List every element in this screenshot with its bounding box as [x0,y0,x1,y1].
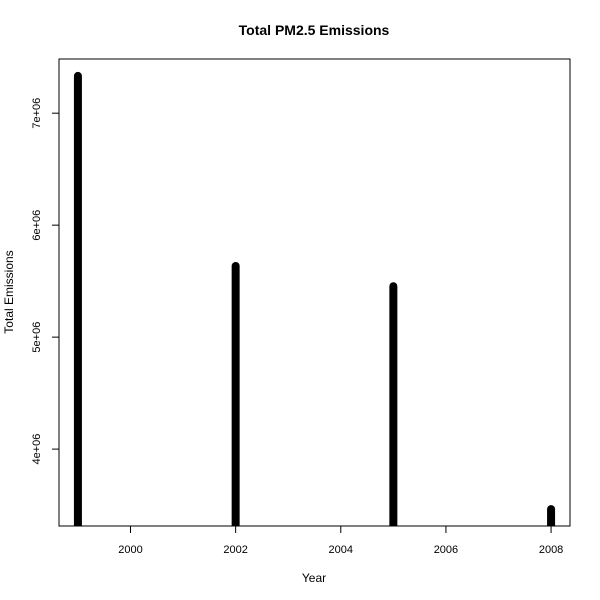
y-tick-label-4000000: 4e+06 [31,434,43,465]
x-tick-label-2006: 2006 [434,544,458,556]
y-tick-label-6000000: 6e+06 [31,210,43,241]
y-tick-label-7000000: 7e+06 [31,98,43,129]
x-tick-label-2000: 2000 [118,544,142,556]
x-tick-label-2004: 2004 [329,544,353,556]
x-tick-label-2002: 2002 [223,544,247,556]
x-axis-label: Year [302,571,326,585]
y-axis: 4e+06 5e+06 6e+06 7e+06 [31,98,60,465]
plot-frame [58,58,571,527]
y-tick-label-5000000: 5e+06 [31,322,43,353]
y-axis-label: Total Emissions [2,250,16,333]
x-tick-label-2008: 2008 [539,544,563,556]
x-axis: 2000 2002 2004 2006 2008 [118,525,563,556]
bars-group [73,71,556,526]
chart-title: Total PM2.5 Emissions [239,22,390,38]
